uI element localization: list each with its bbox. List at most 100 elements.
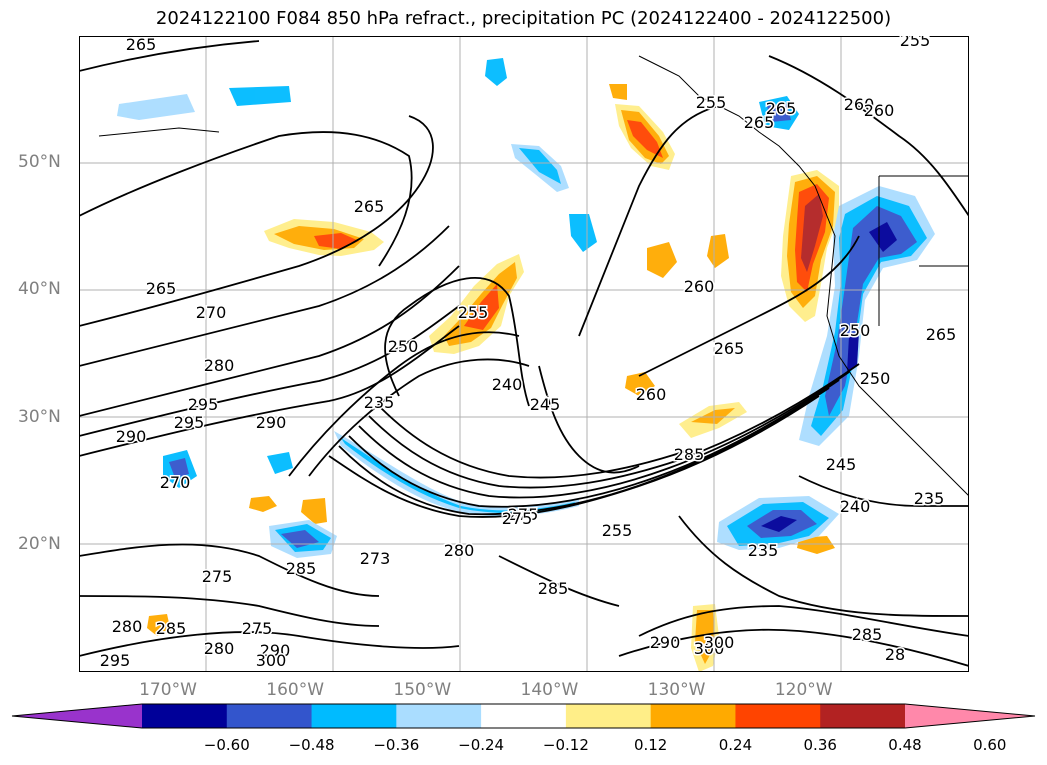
colorbar-segment: [481, 704, 567, 728]
colorbar-tick-label: 0.60: [973, 736, 1007, 754]
contour-label: 250: [840, 321, 871, 340]
precip-negative-area: [869, 222, 897, 252]
colorbar-segment: [226, 704, 313, 728]
contour-label: 255: [602, 521, 633, 540]
contour-label: 285: [156, 619, 187, 638]
precip-negative-area: [229, 86, 291, 106]
colorbar-tick-label: 0.36: [803, 736, 837, 754]
precip-positive-area: [301, 498, 327, 524]
colorbar-tick-label: −0.12: [542, 736, 589, 754]
contour-label: 255: [900, 36, 931, 50]
contour-label: 280: [444, 541, 475, 560]
contour-label: 275: [202, 567, 233, 586]
contour-label: 270: [160, 473, 191, 492]
contour-label: 290: [650, 633, 681, 652]
precip-positive-area: [691, 408, 735, 424]
contour-label: 280: [204, 639, 235, 658]
precip-positive-area: [625, 372, 655, 396]
colorbar-tick-label: 0.12: [633, 736, 668, 754]
contour-label: 275: [502, 509, 533, 528]
colorbar-extend-high: [905, 704, 1035, 728]
contour-label: 265: [744, 113, 775, 132]
precip-negative-area: [767, 104, 791, 122]
colorbar-segment: [735, 704, 821, 728]
contour-label: 265: [714, 339, 745, 358]
precip-positive-area: [249, 496, 277, 512]
contour-label: 285: [674, 445, 705, 464]
contour-label: 260: [864, 101, 895, 120]
contour-label: 28: [885, 645, 905, 664]
contour-label: 275: [242, 619, 273, 638]
contour-label: 265: [354, 197, 385, 216]
precip-positive-area: [707, 234, 729, 268]
contour-label: 250: [388, 337, 419, 356]
colorbar-segment: [565, 704, 652, 728]
latitude-label: 20°N: [18, 533, 61, 554]
longitude-label: 140°W: [520, 680, 579, 700]
latitude-label: 50°N: [18, 152, 61, 173]
contour-label: 235: [748, 541, 779, 560]
colorbar-tick-label: 0.24: [718, 736, 753, 754]
precip-negative-area: [569, 214, 597, 252]
contour-label: 265: [766, 99, 797, 118]
contour-label: 295: [188, 395, 219, 414]
colorbar-segment: [311, 704, 397, 728]
colorbar-tick-label: 0.48: [888, 736, 922, 754]
contour-label: 250: [860, 369, 891, 388]
precip-positive-area: [627, 120, 663, 158]
contour-label: 235: [914, 489, 945, 508]
colorbar-segment: [142, 704, 228, 728]
contour-label: 245: [826, 455, 857, 474]
precip-positive-area: [609, 84, 627, 100]
contour-label: 265: [926, 325, 957, 344]
contour-label: 240: [492, 375, 523, 394]
precip-negative-area: [519, 148, 561, 184]
colorbar-segment: [650, 704, 736, 728]
longitude-label: 130°W: [647, 680, 706, 700]
precip-positive-area: [464, 284, 499, 330]
longitude-label: 170°W: [139, 680, 197, 700]
contour-label: 300: [256, 651, 287, 670]
precip-negative-area: [169, 458, 189, 478]
contour-label: 260: [636, 385, 667, 404]
contour-label: 275: [508, 505, 539, 524]
colorbar-segment: [820, 704, 906, 728]
contour-label: 265: [146, 279, 177, 298]
latitude-label: 30°N: [18, 406, 61, 427]
latitude-label: 40°N: [18, 279, 61, 300]
contour-label: 240: [840, 497, 871, 516]
longitude-label: 120°W: [774, 680, 833, 700]
contour-label: 255: [458, 303, 489, 322]
colorbar-tick-label: −0.36: [373, 736, 420, 754]
contour-label: 260: [844, 95, 875, 114]
colorbar-outline: [11, 703, 1036, 729]
contour-label: 295: [100, 651, 131, 670]
contour-label: 245: [530, 395, 561, 414]
refractivity-contours: [79, 40, 969, 667]
contour-label: 285: [286, 559, 317, 578]
precip-negative-area: [761, 516, 797, 532]
longitude-label: 150°W: [393, 680, 452, 700]
longitude-label: 160°W: [266, 680, 325, 700]
contour-label: 290: [256, 413, 287, 432]
contour-label: 290: [116, 427, 147, 446]
precip-positive-area: [647, 242, 677, 278]
map-border: [79, 36, 969, 672]
colorbar-segment: [396, 704, 482, 728]
precip-positive-area: [147, 614, 171, 636]
contour-label: 290: [260, 641, 291, 660]
precip-positive-area: [801, 194, 823, 272]
contour-label: 273: [360, 549, 391, 568]
contour-label: 285: [538, 579, 569, 598]
contour-label: 260: [684, 277, 715, 296]
contour-label: 270: [196, 303, 227, 322]
contour-label: 300: [704, 633, 735, 652]
colorbar-tick-label: −0.24: [458, 736, 505, 754]
colorbar-extend-low: [12, 704, 142, 728]
contour-label: 285: [852, 625, 883, 644]
contour-label: 280: [112, 617, 143, 636]
contour-label: 255: [696, 93, 727, 112]
precip-negative-area: [117, 94, 195, 120]
